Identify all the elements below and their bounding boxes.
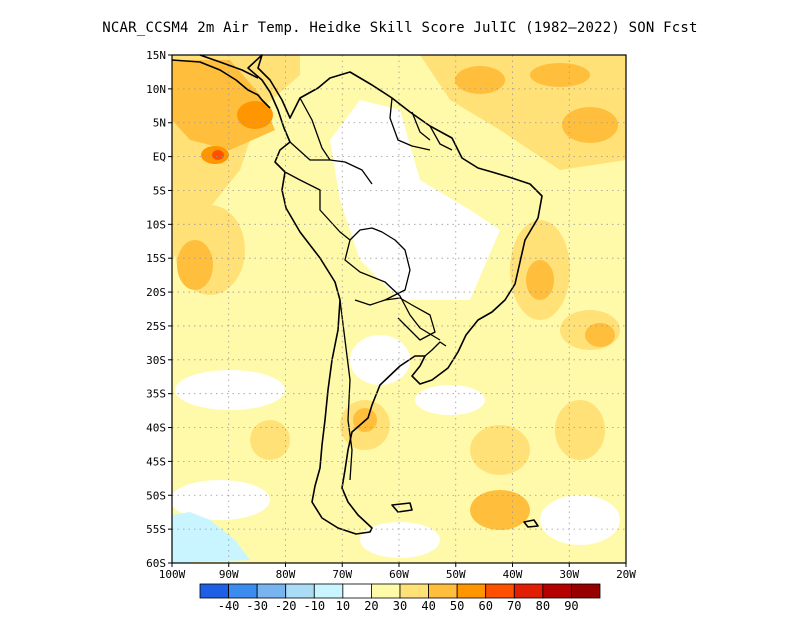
colorbar-swatch: [256, 583, 287, 599]
latitude-tick-label: 60S: [146, 557, 166, 570]
country-border: [411, 111, 431, 141]
field-patch-neutral: [330, 100, 500, 300]
longitude-tick-label: 40W: [503, 568, 523, 581]
colorbar-label: -40: [218, 599, 240, 613]
latitude-tick-label: 55S: [146, 523, 166, 536]
field-patch-neutral: [415, 385, 485, 415]
colorbar-swatch: [228, 583, 258, 599]
longitude-tick-label: 60W: [389, 568, 409, 581]
latitude-tick-label: 35S: [146, 388, 166, 401]
latitude-tick-label: 10N: [146, 83, 166, 96]
central-america-coastline: [199, 54, 259, 79]
country-border: [384, 297, 436, 341]
skill-field: [170, 55, 626, 563]
country-border: [339, 299, 353, 481]
country-border: [289, 141, 373, 185]
country-border: [389, 97, 431, 151]
latitude-tick-label: EQ: [153, 151, 166, 164]
field-patch: [470, 425, 530, 475]
central-america-coastline: [171, 59, 271, 109]
colorbar-label: 50: [450, 599, 464, 613]
colorbar-swatch: [571, 583, 601, 599]
field-patch-neutral: [360, 522, 440, 558]
colorbar-swatch: [428, 583, 458, 599]
falkland-islands: [391, 502, 413, 513]
longitude-tick-label: 90W: [219, 568, 239, 581]
colorbar-swatch: [485, 583, 515, 599]
latitude-tick-label: 30S: [146, 354, 166, 367]
longitude-tick-label: 70W: [332, 568, 352, 581]
country-border: [349, 227, 411, 306]
colorbar-label: 90: [564, 599, 578, 613]
latitude-tick-label: 15N: [146, 49, 166, 62]
colorbar: -40 -30 -20 -10 10 20 30 40 50 60 70 80 90: [199, 583, 601, 613]
colorbar-label: -20: [275, 599, 297, 613]
field-patch: [212, 150, 224, 160]
colorbar-swatch: [313, 583, 344, 599]
colorbar-swatch: [513, 583, 544, 599]
colorbar-swatch: [371, 583, 401, 599]
latitude-tick-label: 45S: [146, 455, 166, 468]
field-patch: [555, 400, 605, 460]
field-patch: [455, 66, 505, 94]
latitude-tick-label: 50S: [146, 489, 166, 502]
latitude-tick-label: 25S: [146, 320, 166, 333]
field-patch: [250, 420, 290, 460]
colorbar-swatch: [342, 583, 372, 599]
coastlines: [171, 54, 543, 535]
country-border: [424, 341, 447, 357]
colorbar-swatch: [456, 583, 487, 599]
south-america-coastline: [247, 54, 543, 535]
colorbar-swatch: [542, 583, 572, 599]
field-patch: [470, 490, 530, 530]
colorbar-label: 30: [393, 599, 407, 613]
longitude-tick-label: 20W: [616, 568, 636, 581]
field-patch: [526, 260, 554, 300]
field-patch: [237, 101, 273, 129]
latitude-tick-label: 20S: [146, 286, 166, 299]
country-border: [284, 171, 441, 341]
latitude-tick-label: 10S: [146, 218, 166, 231]
colorbar-swatch: [285, 583, 315, 599]
longitude-tick-label: 80W: [276, 568, 296, 581]
field-patch: [585, 323, 615, 347]
colorbar-label: 80: [536, 599, 550, 613]
latitude-tick-label: 15S: [146, 252, 166, 265]
field-patch-neutral: [175, 370, 285, 410]
colorbar-label: 40: [421, 599, 435, 613]
colorbar-label: 70: [507, 599, 521, 613]
grid-lines: [172, 55, 626, 563]
colorbar-label: 60: [478, 599, 492, 613]
chart-title: NCAR_CCSM4 2m Air Temp. Heidke Skill Sco…: [102, 20, 698, 36]
longitude-tick-label: 50W: [446, 568, 466, 581]
field-patch: [530, 63, 590, 87]
country-border: [429, 125, 453, 151]
latitude-tick-label: 5N: [153, 117, 166, 130]
field-patch-negative: [172, 512, 250, 563]
colorbar-label: 10: [336, 599, 350, 613]
south-georgia: [523, 519, 539, 528]
longitude-tick-label: 100W: [159, 568, 186, 581]
latitude-tick-label: 40S: [146, 422, 166, 435]
colorbar-swatch: [399, 583, 429, 599]
colorbar-label: -10: [303, 599, 325, 613]
latitude-tick-label: 5S: [153, 184, 166, 197]
longitude-axis: 100W 90W 80W 70W 60W 50W 40W 30W 20W: [159, 563, 636, 581]
colorbar-label: -30: [246, 599, 268, 613]
field-patch: [562, 107, 618, 143]
colorbar-label: 20: [364, 599, 378, 613]
field-patch: [177, 240, 213, 290]
longitude-tick-label: 30W: [559, 568, 579, 581]
field-patch-neutral: [540, 495, 620, 545]
field-patch-neutral: [350, 335, 410, 385]
field-patch-neutral: [170, 480, 270, 520]
latitude-axis: 15N 10N 5N EQ 5S 10S 15S 20S 25S 30S 35S 40S 45S 50S 5…: [146, 49, 172, 570]
country-border: [299, 97, 331, 161]
colorbar-swatch: [199, 583, 229, 599]
